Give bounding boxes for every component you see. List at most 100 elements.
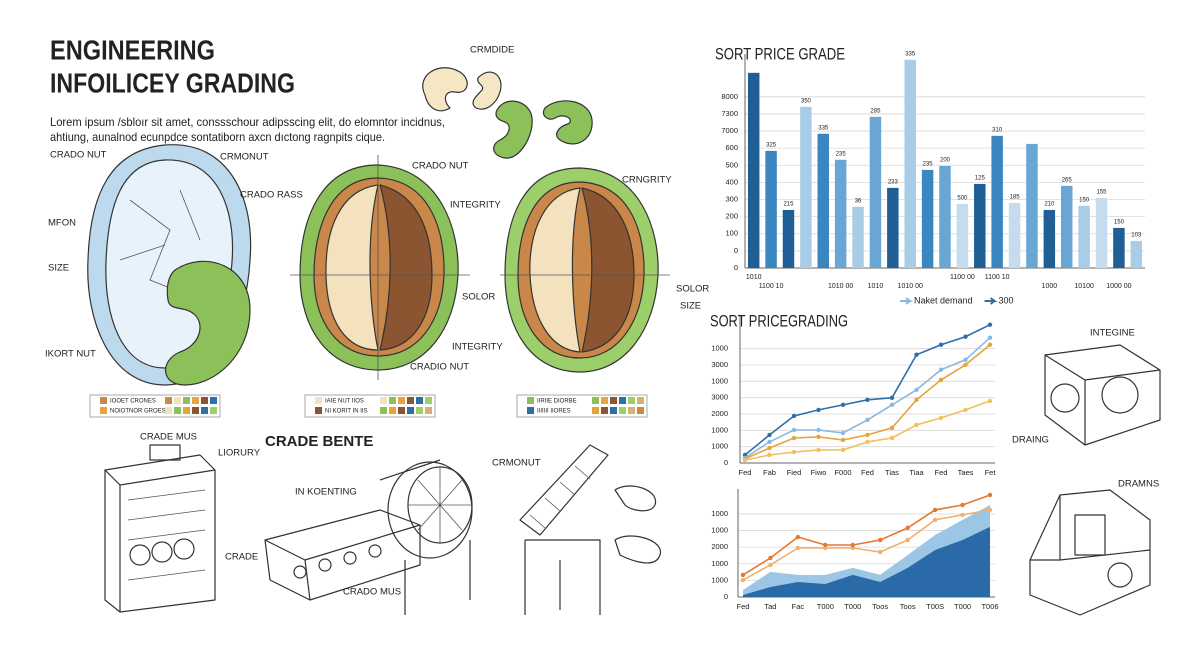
swatch	[527, 397, 534, 404]
bar-annotation: 233	[888, 179, 899, 185]
callout-label: SIZE	[680, 301, 701, 312]
swatch-label: NOIOTNOR GROES	[110, 409, 166, 415]
y-tick-label: 100	[725, 229, 738, 238]
swatch	[416, 397, 423, 404]
swatch	[380, 397, 387, 404]
callout-label: SIZE	[48, 263, 69, 274]
point-marker	[987, 342, 993, 347]
bar	[1078, 205, 1090, 268]
callout-label: INTEGRITY	[452, 342, 503, 353]
y-tick-label: 7000	[721, 126, 738, 135]
bar	[782, 209, 795, 268]
y-tick-label: 400	[725, 177, 738, 186]
bar	[1113, 227, 1125, 268]
callout-label: CRADO MUS	[343, 587, 401, 598]
point-marker	[963, 407, 968, 413]
bar	[1095, 197, 1108, 268]
bar	[1026, 143, 1038, 268]
swatch	[619, 407, 626, 414]
y-tick-label: 0	[724, 592, 728, 601]
point-marker	[963, 357, 968, 362]
x-tick-label: 1100 00	[950, 274, 975, 281]
point-marker	[791, 449, 797, 455]
bar-annotation: 335	[818, 125, 829, 131]
x-tick-label: 10100	[1074, 283, 1094, 290]
y-tick-label: 2000	[711, 542, 728, 551]
x-tick-label: Tias	[885, 468, 899, 477]
swatch	[601, 397, 608, 404]
x-tick-label: 1100 10	[985, 274, 1010, 281]
swatch	[201, 407, 208, 414]
x-tick-label: Fed	[739, 468, 752, 477]
swatch	[601, 407, 608, 414]
swatch	[183, 397, 190, 404]
x-tick-label: Toos	[900, 602, 916, 611]
bar-annotation: 325	[766, 142, 777, 148]
bar	[1130, 240, 1143, 268]
callout-label: CRMONUT	[220, 152, 269, 163]
point-marker	[987, 492, 993, 498]
bar-annotation: 310	[992, 127, 1003, 133]
swatch-frame	[89, 394, 221, 418]
swatch	[592, 407, 599, 414]
title-line: INFOILICEY GRADING	[50, 67, 295, 98]
bar	[991, 135, 1003, 268]
swatch	[192, 407, 199, 414]
bar-annotation: 185	[1010, 195, 1021, 201]
x-tick-label: 1000 00	[1106, 283, 1131, 290]
legend-marker	[900, 297, 913, 305]
x-tick-label: T000	[817, 602, 834, 611]
point-marker	[889, 425, 895, 431]
y-tick-label: 200	[725, 212, 738, 221]
swatch	[637, 407, 644, 414]
bar-annotation: 335	[905, 51, 916, 57]
x-tick-label: Toos	[872, 602, 888, 611]
x-tick-label: 1010	[746, 274, 762, 281]
bar	[765, 150, 777, 268]
bar	[869, 116, 882, 268]
swatch	[425, 407, 432, 414]
swatch-label: IAIE NUT IIOS	[325, 399, 364, 405]
callout-label: CRADE BENTE	[265, 433, 373, 450]
bar	[817, 133, 829, 268]
y-tick-label: 300	[725, 195, 738, 204]
x-tick-label: Fed	[935, 468, 948, 477]
y-tick-label: 500	[725, 160, 738, 169]
swatch	[527, 407, 534, 414]
bar	[921, 169, 934, 268]
y-tick-label: 1000	[711, 509, 728, 518]
y-tick-label: 1000	[711, 526, 728, 535]
point-marker	[878, 537, 883, 543]
y-tick-label: 1000	[711, 344, 728, 353]
swatch-label: NI KORIT IN IIS	[325, 409, 368, 415]
callout-label: IN KOENTING	[295, 487, 357, 498]
x-tick-label: 1100 10	[759, 283, 784, 290]
point-marker	[767, 439, 772, 445]
point-marker	[987, 335, 993, 340]
y-tick-label: 2000	[711, 409, 728, 418]
point-marker	[889, 435, 895, 441]
x-tick-label: Tiaa	[909, 468, 924, 477]
point-marker	[840, 402, 846, 408]
bar	[974, 183, 986, 268]
x-tick-label: 1010 00	[828, 283, 853, 290]
callout-label: LIORURY	[218, 448, 261, 459]
title-line: ENGINEERING	[50, 34, 215, 65]
x-tick-label: Fied	[787, 468, 802, 477]
x-tick-label: Fet	[985, 468, 997, 477]
swatch	[315, 407, 322, 414]
point-marker	[987, 398, 993, 404]
point-marker	[889, 402, 895, 408]
point-marker	[816, 427, 821, 433]
swatch	[380, 407, 387, 414]
swatch	[315, 397, 322, 404]
x-tick-label: 1010	[868, 283, 884, 290]
point-marker	[963, 362, 968, 368]
point-marker	[840, 447, 846, 453]
x-tick-label: Taes	[958, 468, 974, 477]
swatch	[174, 407, 181, 414]
line	[742, 509, 991, 581]
point-marker	[905, 525, 910, 531]
grading-machine	[1029, 489, 1151, 616]
bar-annotation: 500	[957, 196, 968, 202]
